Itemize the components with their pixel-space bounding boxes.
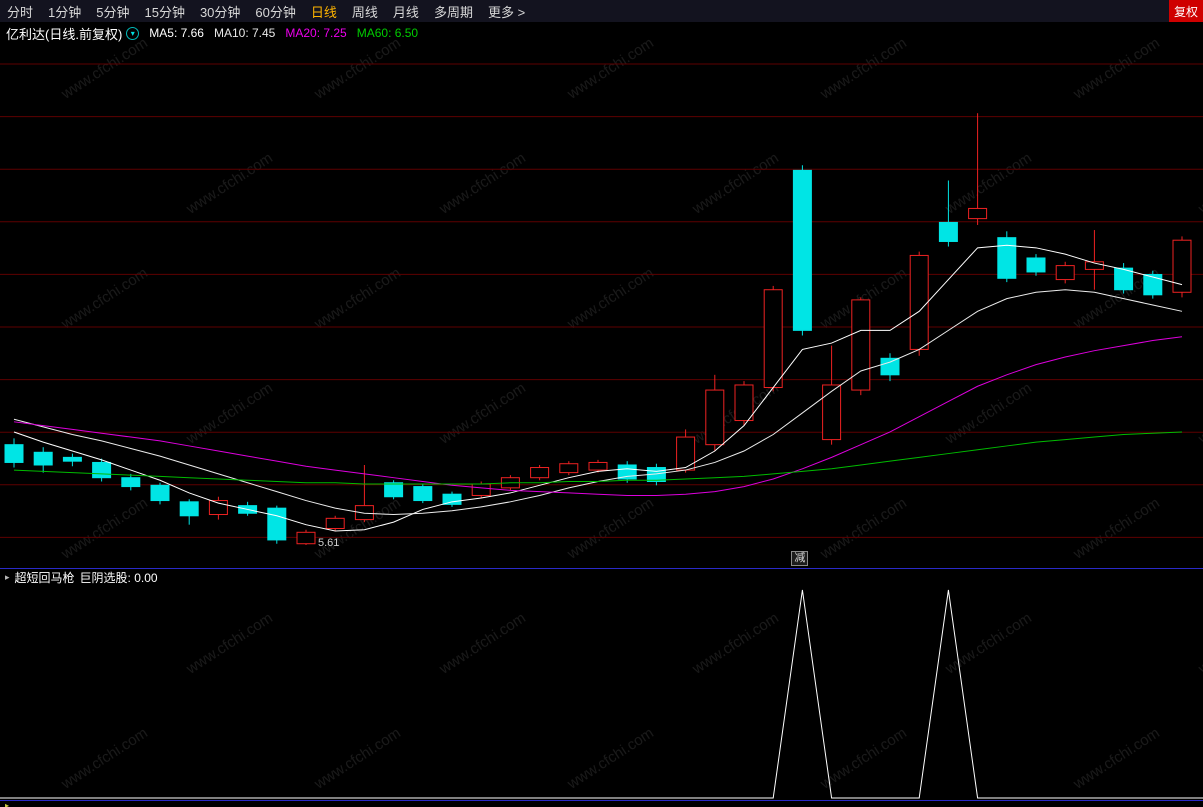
candle-5 xyxy=(150,482,170,505)
bottom-pane-icon[interactable]: ▸ xyxy=(5,801,10,807)
nav-item-2[interactable]: 5分钟 xyxy=(96,4,130,20)
candle-6 xyxy=(179,499,199,525)
candle-37 xyxy=(1084,230,1104,290)
candle-33 xyxy=(968,113,988,225)
candle-29 xyxy=(851,297,871,396)
candle-26 xyxy=(763,285,783,392)
candle-13 xyxy=(384,480,404,500)
period-nav: 分时 1分钟 5分钟 15分钟 30分钟 60分钟 日线 周线 月线 多周期 更多 > xyxy=(0,0,1203,22)
candle-0 xyxy=(4,438,24,468)
candle-34 xyxy=(997,231,1017,283)
candle-32 xyxy=(938,180,958,247)
nav-item-4[interactable]: 30分钟 xyxy=(199,4,241,20)
ma-line-MA5 xyxy=(13,244,1183,532)
candle-36 xyxy=(1055,261,1075,284)
nav-item-0[interactable]: 分时 xyxy=(7,4,34,20)
candle-28 xyxy=(822,345,842,445)
nav-item-9[interactable]: 多周期 xyxy=(433,4,473,20)
indicator-signal-line xyxy=(0,589,1203,799)
indicator-chart[interactable] xyxy=(0,586,1203,800)
indicator-header: ▸ 超短回马枪 巨阴选股: 0.00 xyxy=(0,570,158,585)
candle-20 xyxy=(588,459,608,473)
ma-label-MA20: MA20: 7.25 xyxy=(285,26,347,40)
nav-item-10[interactable]: 更多 > xyxy=(487,4,526,20)
ma-line-MA60 xyxy=(13,431,1183,485)
candle-1 xyxy=(33,447,53,473)
ma-label-MA5: MA5: 7.66 xyxy=(149,26,204,40)
candle-21 xyxy=(617,461,637,483)
nav-item-1[interactable]: 1分钟 xyxy=(48,4,82,20)
nav-item-8[interactable]: 月线 xyxy=(392,4,419,20)
indicator-pane-title: 超短回马枪 xyxy=(14,571,75,585)
candle-24 xyxy=(705,374,725,452)
pane-divider[interactable] xyxy=(0,568,1203,569)
candle-7 xyxy=(208,496,228,520)
candle-27 xyxy=(792,165,812,336)
gridlines-group xyxy=(0,63,1203,538)
candle-8 xyxy=(238,501,258,516)
nav-item-6[interactable]: 日线 xyxy=(310,4,337,20)
indicator-series-name: 巨阴选股: xyxy=(79,571,131,585)
candle-25 xyxy=(734,381,754,426)
title-bar: 亿利达(日线.前复权) ▾ MA5: 7.66 MA10: 7.45 MA20: 7… xyxy=(0,22,1203,44)
candle-35 xyxy=(1026,254,1046,276)
candle-31 xyxy=(909,251,929,356)
ma-label-MA60: MA60: 6.50 xyxy=(356,26,419,40)
candle-2 xyxy=(62,453,82,467)
bottom-divider[interactable] xyxy=(0,800,1203,801)
nav-item-7[interactable]: 周线 xyxy=(351,4,378,20)
main-candlestick-chart[interactable] xyxy=(0,45,1203,568)
indicator-series-label: 巨阴选股: 0.00 xyxy=(80,569,158,586)
ma-line-MA10 xyxy=(13,289,1183,516)
candle-23 xyxy=(676,429,696,473)
candle-19 xyxy=(559,461,579,476)
ma-label-MA10: MA10: 7.45 xyxy=(213,26,276,40)
ma-labels: MA5: 7.66 MA10: 7.45 MA20: 7.25 MA60: 6.50 xyxy=(149,26,428,40)
ma-lines-group xyxy=(13,244,1183,532)
candle-38 xyxy=(1114,263,1134,294)
candle-9 xyxy=(267,505,287,544)
candle-30 xyxy=(880,353,900,382)
candle-18 xyxy=(530,464,550,481)
indicator-series-value: 0.00 xyxy=(134,571,158,585)
candle-4 xyxy=(121,473,141,491)
candle-14 xyxy=(413,484,433,504)
symbol-dropdown-icon[interactable]: ▾ xyxy=(126,26,140,40)
candle-12 xyxy=(354,464,374,523)
nav-item-3[interactable]: 15分钟 xyxy=(144,4,185,20)
indicator-expand-icon[interactable]: ▸ xyxy=(5,572,10,582)
candle-11 xyxy=(325,515,345,532)
candle-10 xyxy=(296,529,316,545)
fuquan-button[interactable]: 复权 xyxy=(1168,0,1203,22)
candles-group xyxy=(4,113,1192,545)
bottom-pane-strip: ▸ xyxy=(0,801,1203,807)
low-price-label: 5.61 xyxy=(318,537,340,549)
candle-39 xyxy=(1143,270,1163,299)
candle-15 xyxy=(442,491,462,507)
ma-line-MA20 xyxy=(13,336,1183,496)
nav-item-5[interactable]: 60分钟 xyxy=(255,4,296,20)
symbol-title: 亿利达(日线.前复权) xyxy=(6,26,123,42)
candle-40 xyxy=(1172,236,1192,298)
jian-marker: 减 xyxy=(791,551,809,566)
